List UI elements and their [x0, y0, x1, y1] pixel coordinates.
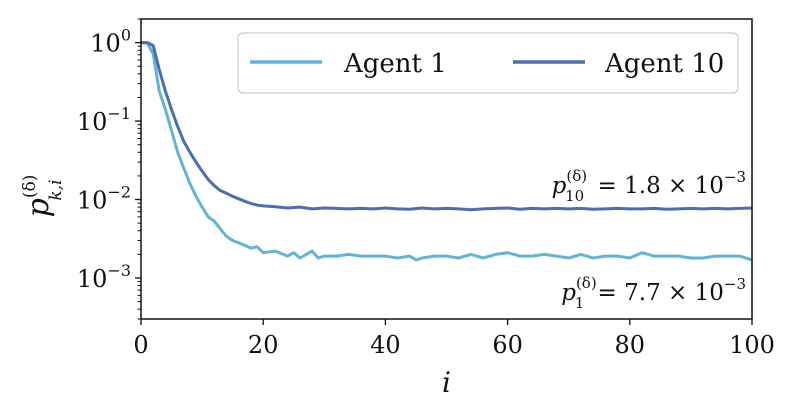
y-tick-label: 10−1 — [77, 104, 131, 136]
x-tick-label: 20 — [248, 331, 279, 359]
legend-label-agent-1: Agent 1 — [343, 49, 447, 79]
x-tick-label: 60 — [492, 331, 523, 359]
x-axis-label: i — [442, 366, 451, 399]
y-axis-label: p(δ) k,i — [20, 175, 66, 218]
x-tick-label: 80 — [615, 331, 646, 359]
annotation-agent-1: p(δ) 1 = 7.7 × 10−3 — [561, 274, 746, 312]
x-tick-label: 0 — [133, 331, 148, 359]
series-line-agent-1 — [141, 41, 752, 262]
y-tick-label: 100 — [90, 26, 131, 58]
plot-area — [141, 41, 752, 262]
axes: 0 20 40 60 80 100 100 10−1 10−2 10−3 i p(δ) k,i — [20, 18, 775, 399]
legend: Agent 1 Agent 10 — [237, 32, 739, 94]
legend-label-agent-10: Agent 10 — [604, 49, 724, 79]
annotations: p(δ) 10 = 1.8 × 10−3 p(δ) 1 = 7.7 × 10−3 — [552, 167, 746, 312]
legend-box — [237, 32, 739, 94]
y-tick-label: 10−2 — [77, 183, 131, 215]
x-tick-label: 40 — [370, 331, 401, 359]
y-tick-label: 10−3 — [77, 261, 131, 293]
annotation-agent-10: p(δ) 10 = 1.8 × 10−3 — [552, 167, 746, 205]
plot-frame — [140, 18, 753, 320]
series-line-agent-10 — [141, 41, 752, 212]
x-tick-label: 100 — [729, 331, 775, 359]
